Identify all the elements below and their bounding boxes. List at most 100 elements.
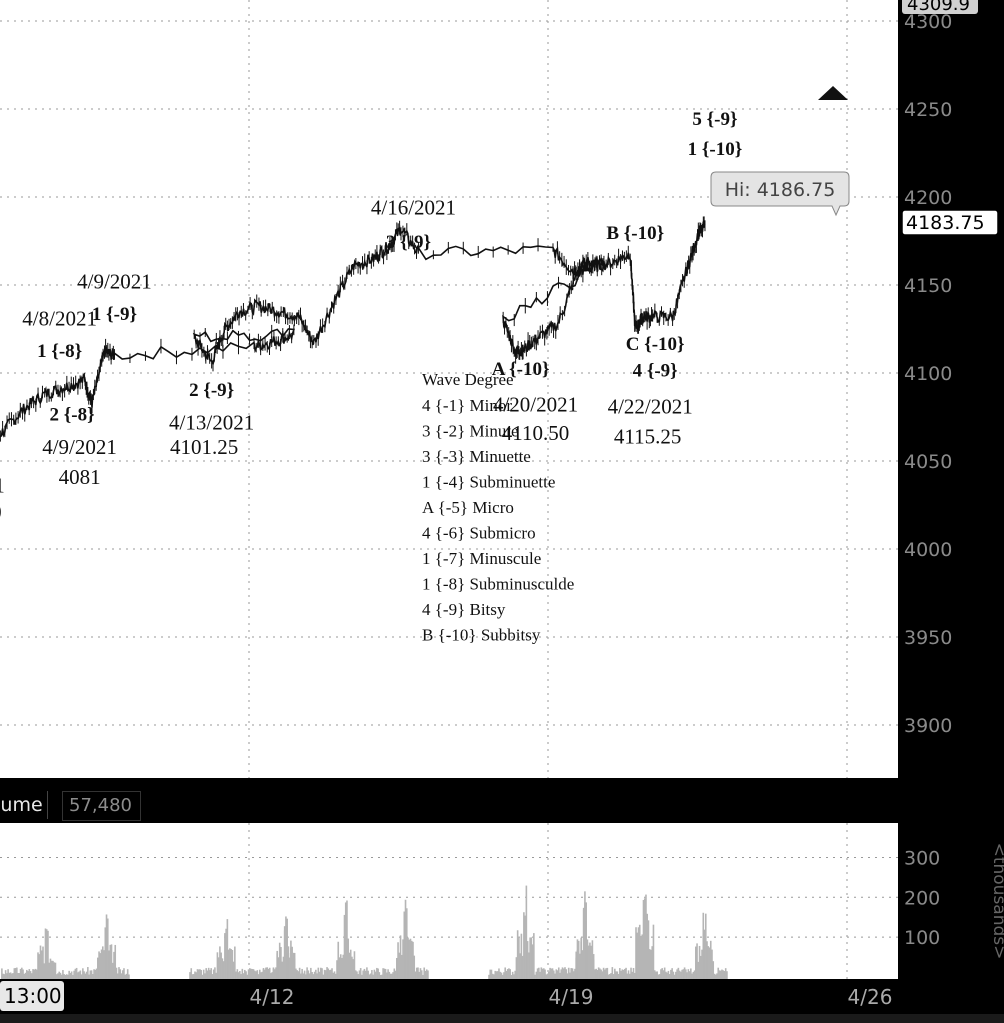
volume-bar <box>220 952 222 979</box>
volume-bar <box>231 949 234 979</box>
volume-bar <box>403 911 406 979</box>
last-price-tag-text: 4183.75 <box>906 212 985 234</box>
volume-bar <box>13 968 16 979</box>
volume-bar <box>525 885 528 979</box>
volume-bar <box>48 962 51 979</box>
volume-bar <box>409 938 412 979</box>
volume-bar <box>6 973 8 979</box>
volume-bar <box>241 968 244 979</box>
volume-bar <box>195 972 198 979</box>
volume-bar <box>660 969 662 979</box>
volume-bar <box>574 971 576 979</box>
volume-bar <box>85 971 88 979</box>
volume-bar <box>493 974 495 979</box>
volume-bar <box>591 959 594 979</box>
volume-bar <box>327 968 330 979</box>
volume-bar <box>256 971 259 979</box>
volume-bar <box>415 967 418 979</box>
volume-bar <box>27 971 29 979</box>
volume-bar <box>227 949 230 979</box>
wave-annotation: 1 {-8} <box>37 341 82 362</box>
volume-bar <box>396 957 398 979</box>
volume-bar <box>8 972 11 979</box>
volume-bar <box>226 919 229 979</box>
volume-bar <box>374 971 377 979</box>
volume-bar <box>686 972 688 979</box>
volume-bar <box>333 971 336 979</box>
price-tick-label: 4200 <box>904 187 952 209</box>
volume-bar <box>278 942 281 979</box>
volume-bar <box>261 971 264 979</box>
wave-annotation: 4101.25 <box>170 435 238 459</box>
volume-bar <box>666 972 668 979</box>
bottom-scroll-strip[interactable] <box>0 1014 1004 1023</box>
volume-bar <box>63 974 65 979</box>
volume-bar <box>665 971 667 979</box>
volume-bar <box>247 969 250 979</box>
volume-bar <box>515 957 518 979</box>
volume-bar <box>99 953 102 979</box>
volume-chart-panel[interactable] <box>0 823 898 979</box>
volume-bar <box>699 955 702 979</box>
volume-bar <box>503 972 505 979</box>
volume-bar <box>394 970 397 979</box>
volume-bar <box>245 971 247 979</box>
volume-bar <box>589 942 591 979</box>
volume-bar <box>337 941 340 979</box>
volume-bar <box>105 914 108 979</box>
volume-bar <box>652 924 655 979</box>
volume-axis[interactable]: 100 200 300 <thousands> <box>898 823 1004 979</box>
volume-bar <box>267 968 270 979</box>
volume-bar <box>260 972 262 979</box>
volume-bar <box>626 973 629 979</box>
volume-bar <box>594 974 596 979</box>
volume-bar <box>646 913 649 979</box>
volume-bar <box>128 974 130 979</box>
volume-bar <box>637 927 640 979</box>
volume-bar <box>250 972 252 979</box>
time-axis[interactable]: 13:00 4/12 4/19 4/26 <box>0 979 898 1014</box>
volume-bar <box>199 969 201 979</box>
volume-bar <box>354 970 357 979</box>
volume-bar <box>377 968 379 979</box>
volume-bar <box>612 974 615 979</box>
wave-annotation: 4/16/2021 <box>371 196 456 220</box>
volume-bar <box>305 974 307 979</box>
volume-bar <box>701 949 703 979</box>
volume-bar <box>34 968 37 979</box>
volume-bar <box>72 974 74 979</box>
price-axis[interactable]: 3900 3950 4000 4050 4100 4150 4200 4250 4300 430… <box>898 0 1004 778</box>
volume-bar <box>79 970 82 979</box>
volume-bar <box>696 943 698 979</box>
volume-bar <box>271 974 274 979</box>
volume-bar <box>399 935 402 979</box>
volume-bar <box>683 967 686 979</box>
wave-annotation: 2 {-9} <box>189 380 234 401</box>
volume-bar <box>717 967 720 979</box>
volume-bar <box>518 937 520 979</box>
volume-bar <box>378 972 381 979</box>
volume-bar <box>189 972 191 979</box>
wave-annotation: C {-10} <box>626 334 685 355</box>
volume-bar <box>67 974 69 979</box>
volume-bar <box>217 957 220 979</box>
volume-bar <box>695 946 697 979</box>
volume-bar <box>607 974 610 979</box>
volume-bar <box>605 968 607 979</box>
volume-bar <box>125 973 128 979</box>
volume-bar <box>505 970 508 979</box>
price-grid <box>0 0 898 778</box>
wave-annotation: 3 {-9} <box>386 232 431 253</box>
volume-bar <box>331 968 333 979</box>
volume-bar <box>356 971 358 979</box>
volume-chart-svg[interactable] <box>0 823 898 979</box>
volume-bar <box>685 969 687 979</box>
volume-bar <box>504 967 506 979</box>
volume-bar <box>418 971 421 979</box>
volume-bar <box>387 969 389 979</box>
volume-bar <box>322 974 325 979</box>
volume-bar <box>206 970 209 979</box>
volume-bar <box>306 967 308 979</box>
